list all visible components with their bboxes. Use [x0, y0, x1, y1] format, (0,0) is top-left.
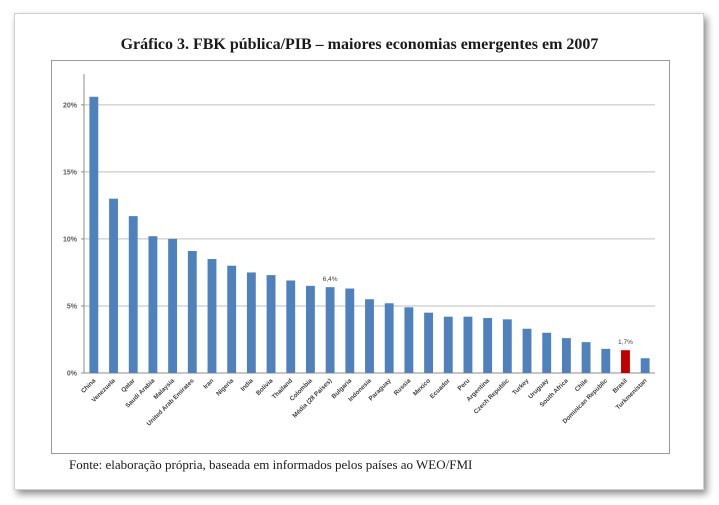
- bar: [404, 307, 414, 373]
- bar: [109, 198, 118, 373]
- x-tick-label: India: [239, 377, 255, 393]
- x-tick-label: Nigeria: [215, 377, 235, 397]
- bar: [207, 259, 217, 373]
- bar: [463, 316, 473, 373]
- bar: [621, 350, 630, 373]
- y-tick-label: 10%: [63, 236, 78, 243]
- bar: [89, 96, 99, 373]
- y-tick-label: 5%: [67, 303, 78, 310]
- x-tick-label: Ecuador: [429, 377, 452, 400]
- x-tick-label: Peru: [457, 377, 472, 392]
- bar: [168, 238, 178, 373]
- bar: [306, 285, 315, 373]
- x-tick-label: Média (28 Países): [291, 377, 333, 419]
- bar: [345, 288, 355, 373]
- x-tick-label: Chile: [574, 377, 590, 393]
- bar: [581, 342, 591, 373]
- bar: [443, 316, 453, 373]
- bar: [502, 319, 512, 373]
- bar: [246, 272, 256, 373]
- y-tick-label: 20%: [63, 102, 78, 109]
- bar: [542, 332, 552, 373]
- bar: [187, 250, 197, 373]
- y-tick-label: 0%: [67, 371, 78, 378]
- bar: [483, 318, 493, 373]
- bar: [365, 299, 374, 373]
- bar: [640, 358, 650, 373]
- bar: [601, 348, 611, 373]
- bar: [424, 312, 433, 373]
- source-note: Fonte: elaboração própria, baseada em in…: [69, 457, 473, 472]
- bar: [227, 265, 237, 373]
- x-tick-label: Brasil: [612, 377, 630, 395]
- bar: [148, 236, 158, 373]
- chart-title: Gráfico 3. FBK pública/PIB – maiores eco…: [120, 36, 599, 53]
- x-tick-label: Qatar: [120, 377, 137, 394]
- bar: [286, 280, 296, 373]
- x-tick-label: Iran: [202, 377, 215, 390]
- bar: [128, 216, 138, 373]
- bar: [561, 338, 571, 373]
- bar: [266, 275, 276, 373]
- data-label: 1,7%: [618, 339, 633, 346]
- bar: [522, 328, 532, 373]
- x-tick-label: Russia: [393, 377, 413, 397]
- x-tick-label: China: [80, 377, 98, 395]
- data-label: 6,4%: [323, 276, 338, 283]
- bar: [325, 287, 335, 373]
- y-tick-label: 15%: [63, 169, 78, 176]
- x-tick-label: Czech Republic: [473, 377, 511, 415]
- bar: [384, 303, 394, 373]
